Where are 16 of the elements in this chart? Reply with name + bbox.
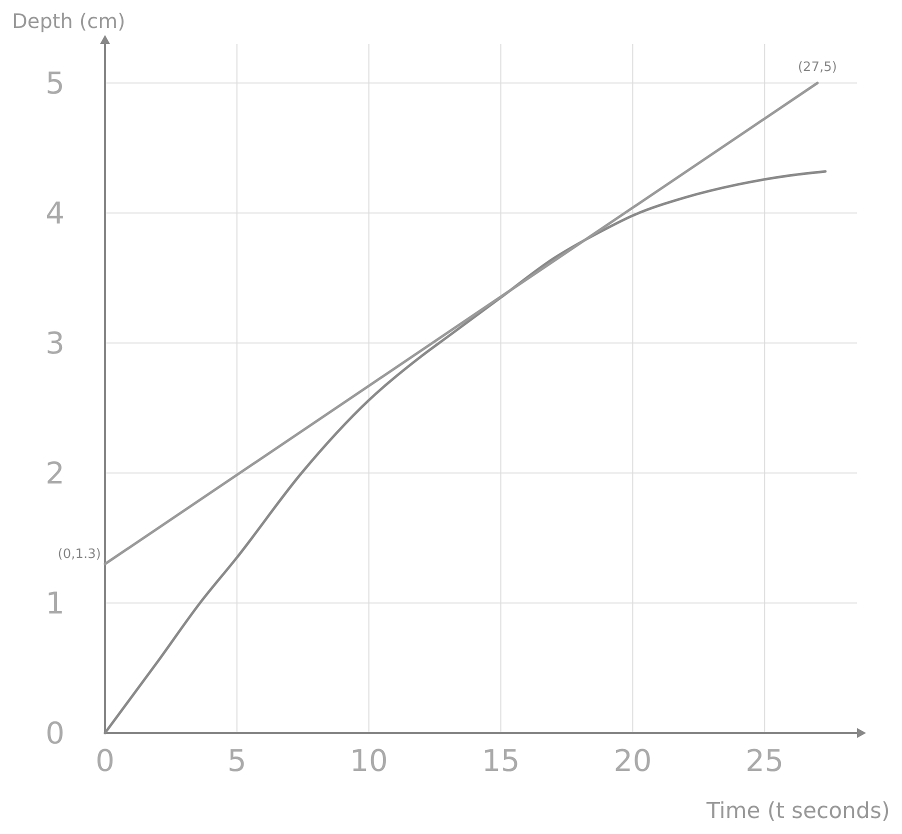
x-tick-label: 25 bbox=[746, 744, 784, 779]
y-tick-label: 5 bbox=[45, 66, 65, 102]
x-tick-label: 15 bbox=[482, 744, 520, 779]
annotation: (0,1.3) bbox=[58, 547, 101, 562]
y-tick-label: 1 bbox=[45, 586, 65, 622]
x-tick-label: 20 bbox=[614, 744, 652, 779]
y-axis-title: Depth (cm) bbox=[12, 9, 126, 33]
x-axis-title: Time (t seconds) bbox=[705, 799, 890, 824]
y-tick-label: 3 bbox=[45, 326, 65, 362]
x-tick-label: 5 bbox=[227, 744, 246, 779]
x-tick-label: 0 bbox=[95, 744, 115, 779]
y-tick-label: 0 bbox=[45, 716, 65, 752]
y-tick-label: 2 bbox=[45, 456, 65, 492]
x-tick-label: 10 bbox=[350, 744, 388, 779]
annotation: (27,5) bbox=[798, 60, 837, 75]
y-tick-label: 4 bbox=[45, 196, 65, 232]
